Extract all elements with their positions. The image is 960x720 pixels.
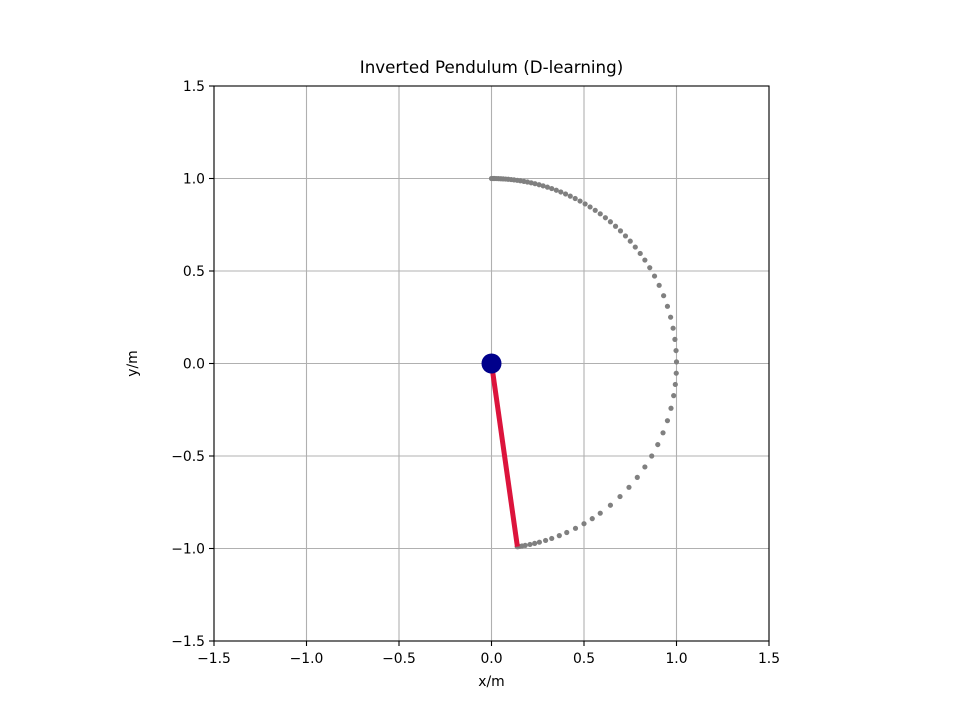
x-tick-label: 1.0 [665,651,687,667]
trajectory-series [488,175,680,550]
pendulum-rod [489,363,520,548]
trajectory-point [572,525,579,531]
trajectory-point [532,181,538,187]
trajectory-point [672,381,678,388]
trajectory-point [656,282,662,288]
trajectory-point [661,293,667,299]
chart-title: Inverted Pendulum (D-learning) [360,57,623,77]
trajectory-point [558,189,564,195]
trajectory-point [597,211,603,217]
trajectory-point [664,303,671,309]
trajectory-point [556,533,562,539]
trajectory-point [527,541,533,548]
trajectory-point [634,474,640,480]
trajectory-point [532,540,538,546]
y-tick-label: −1.0 [171,542,205,558]
axis-ticks: −1.5 −1.0 −0.5 0.0 0.5 1.0 1.5 −1.5 −1.0 −0.5 0.0 0… [171,79,780,667]
trajectory-point [672,336,678,342]
x-tick-label: −1.0 [290,651,324,667]
y-tick-label: −1.5 [171,634,205,650]
trajectory-point [549,185,555,192]
trajectory-point [660,430,666,436]
trajectory-point [617,493,623,500]
trajectory-point [651,273,658,279]
trajectory-point [668,405,674,411]
trajectory-point [540,183,546,189]
trajectory-point [626,484,632,490]
trajectory-point [536,182,542,188]
trajectory-point [587,204,593,210]
x-tick-label: −0.5 [382,651,416,667]
x-tick-label: 0.5 [573,651,595,667]
trajectory-point [642,464,648,470]
trajectory-point [564,529,570,536]
trajectory-point [671,393,677,399]
trajectory-point [664,418,671,424]
pendulum-pivot [481,353,502,374]
trajectory-point [627,238,633,244]
trajectory-point [642,257,648,263]
trajectory-point [544,184,551,190]
trajectory-point [592,207,598,213]
trajectory-point [542,537,549,544]
y-tick-label: −0.5 [171,449,205,465]
trajectory-point [577,198,583,204]
trajectory-point [553,187,559,193]
trajectory-point [602,215,608,221]
trajectory-point [632,244,638,250]
trajectory-point [637,250,643,257]
trajectory-point [607,502,614,508]
trajectory-point [622,233,629,239]
pivot-series [481,353,502,374]
trajectory-point [597,510,603,516]
trajectory-point [549,535,555,542]
y-axis-label: y/m [125,350,141,376]
trajectory-point [673,370,679,376]
trajectory-point [581,521,587,527]
y-tick-label: 0.0 [183,357,205,373]
trajectory-point [670,325,676,331]
trajectory-point [673,359,680,365]
trajectory-point [607,219,614,225]
trajectory-point [582,201,588,207]
trajectory-point [567,193,573,199]
trajectory-point [617,228,624,234]
x-tick-label: 0.0 [480,651,502,667]
trajectory-point [668,314,674,320]
trajectory-point [647,265,653,271]
trajectory-point [572,195,578,202]
trajectory-point [612,223,619,229]
x-tick-label: 1.5 [758,651,780,667]
trajectory-point [536,539,542,545]
trajectory-point [562,191,569,197]
trajectory-point [673,347,679,354]
x-axis-label: x/m [478,674,504,690]
x-tick-label: −1.5 [197,651,231,667]
trajectory-point [589,516,595,522]
y-tick-label: 1.0 [183,172,205,188]
trajectory-point [655,441,661,448]
y-tick-label: 0.5 [183,264,205,280]
rod-series [489,363,520,548]
trajectory-point [649,453,655,459]
y-tick-label: 1.5 [183,79,205,95]
